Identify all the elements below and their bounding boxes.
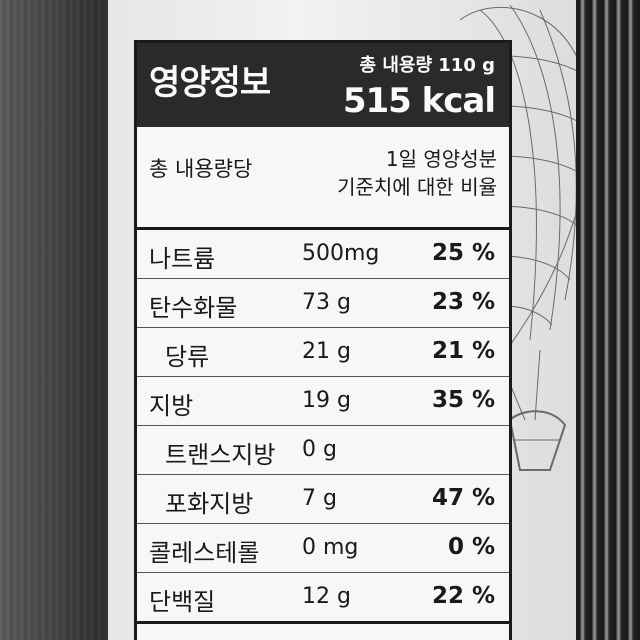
daily-value-heading: 1일 영양성분 기준치에 대한 비율: [337, 145, 497, 201]
nutrient-row-carbohydrate: 탄수화물 73 g 23 %: [137, 279, 509, 328]
nutrient-row-saturated-fat: 포화지방 7 g 47 %: [137, 475, 509, 524]
nutrient-amount: 500mg: [302, 241, 380, 266]
daily-value-line-2: 기준치에 대한 비율: [337, 175, 497, 199]
nutrient-amount: 7 g: [302, 486, 337, 511]
nutrient-name: 단백질: [149, 588, 216, 616]
nutrient-percent: 22 %: [431, 583, 495, 609]
nutrient-row-fat: 지방 19 g 35 %: [137, 377, 509, 426]
nutrient-amount: 12 g: [302, 584, 351, 609]
nutrient-amount: 21 g: [302, 339, 351, 364]
nutrient-name: 트랜스지방: [165, 441, 276, 469]
nutrient-amount: 0 g: [302, 437, 337, 462]
nutrition-facts-label: 영양정보 총 내용량 110 g 515 kcal 총 내용량당 1일 영양성분…: [134, 40, 512, 640]
nutrient-percent: 21 %: [431, 338, 495, 364]
nutrient-row-sugars: 당류 21 g 21 %: [137, 328, 509, 377]
label-footer-cutoff: [137, 624, 509, 640]
nutrient-row-trans-fat: 트랜스지방 0 g: [137, 426, 509, 475]
total-amount: 총 내용량 110 g: [359, 55, 496, 76]
nutrient-amount: 73 g: [302, 290, 351, 315]
nutrient-name: 포화지방: [165, 490, 254, 518]
wooden-surface: [0, 0, 115, 640]
nutrient-row-sodium: 나트륨 500mg 25 %: [137, 230, 509, 279]
nutrient-row-cholesterol: 콜레스테롤 0 mg 0 %: [137, 524, 509, 573]
nutrient-name: 당류: [165, 343, 210, 371]
nutrient-amount: 0 mg: [302, 535, 359, 560]
basis-row: 총 내용량당 1일 영양성분 기준치에 대한 비율: [137, 127, 509, 230]
nutrient-name: 탄수화물: [149, 294, 238, 322]
label-title: 영양정보: [149, 63, 271, 103]
basis-per-total: 총 내용량당: [149, 157, 253, 181]
nutrient-percent: 35 %: [431, 387, 495, 413]
nutrient-name: 콜레스테롤: [149, 539, 260, 567]
nutrient-amount: 19 g: [302, 388, 351, 413]
calories: 515 kcal: [342, 81, 496, 121]
label-header: 영양정보 총 내용량 110 g 515 kcal: [137, 43, 509, 127]
nutrient-percent: 25 %: [431, 240, 495, 266]
package-crimp-edge: [576, 0, 640, 640]
nutrient-name: 나트륨: [149, 245, 216, 273]
nutrient-row-protein: 단백질 12 g 22 %: [137, 573, 509, 624]
nutrient-percent: 0 %: [447, 534, 495, 560]
nutrient-name: 지방: [149, 392, 194, 420]
nutrient-percent: 47 %: [431, 485, 495, 511]
daily-value-line-1: 1일 영양성분: [385, 147, 497, 171]
nutrient-percent: 23 %: [431, 289, 495, 315]
